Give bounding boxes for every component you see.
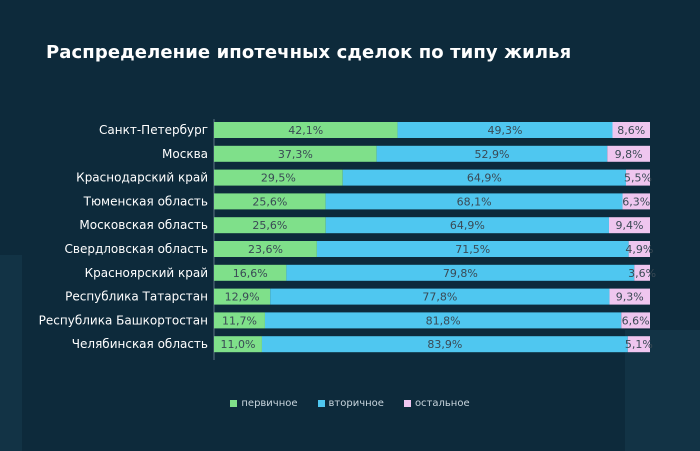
bar-segment-secondary <box>270 288 610 305</box>
bar-segment-secondary <box>325 193 623 210</box>
data-label: 12,9% <box>225 291 260 304</box>
category-label: Республика Башкортостан <box>39 313 208 327</box>
data-label: 83,9% <box>427 338 462 351</box>
data-label: 25,6% <box>252 219 287 232</box>
data-label: 9,8% <box>615 148 643 161</box>
category-label: Краснодарский край <box>76 171 208 185</box>
category-label: Республика Татарстан <box>65 290 208 304</box>
data-label: 64,9% <box>467 172 502 185</box>
bar-segment-other <box>626 169 650 186</box>
bar-segment-primary <box>214 241 317 257</box>
bar-segment-other <box>627 336 650 353</box>
data-label: 37,3% <box>278 148 313 161</box>
bar-segment-secondary <box>316 241 629 257</box>
data-label: 11,0% <box>221 338 256 351</box>
data-label: 81,8% <box>426 314 461 327</box>
bar-segment-secondary <box>261 336 628 353</box>
bar-segment-primary <box>214 145 377 162</box>
legend: первичное вторичное остальное <box>0 398 700 409</box>
data-label: 6,3% <box>622 195 650 208</box>
data-label: 68,1% <box>457 195 492 208</box>
legend-swatch-other <box>403 400 411 407</box>
legend-label-primary: первичное <box>241 398 298 409</box>
category-label: Свердловская область <box>65 242 209 256</box>
bar-segment-other <box>634 264 650 281</box>
category-label: Тюменская область <box>83 194 208 208</box>
legend-swatch-secondary <box>317 400 325 407</box>
bar-segment-other <box>621 312 650 329</box>
data-label: 29,5% <box>261 172 296 185</box>
data-label: 4,9% <box>625 243 653 256</box>
bar-segment-other <box>628 241 650 257</box>
legend-item-primary: первичное <box>230 398 298 409</box>
data-label: 23,6% <box>248 243 283 256</box>
chart-title: Распределение ипотечных сделок по типу ж… <box>46 42 572 63</box>
category-label: Челябинская область <box>72 337 208 351</box>
category-label: Московская область <box>79 218 208 232</box>
data-label: 9,3% <box>616 291 644 304</box>
data-label: 6,6% <box>622 314 650 327</box>
data-label: 25,6% <box>252 195 287 208</box>
bar-segment-other <box>607 145 650 162</box>
bar-segment-secondary <box>286 264 635 281</box>
bar-segment-secondary <box>342 169 626 186</box>
bar-segment-primary <box>214 336 262 353</box>
data-label: 3,6% <box>628 267 656 280</box>
legend-item-secondary: вторичное <box>317 398 384 409</box>
data-label: 42,1% <box>288 124 323 137</box>
bar-segment-primary <box>214 193 326 210</box>
data-label: 16,6% <box>233 267 268 280</box>
data-label: 5,5% <box>624 172 652 185</box>
bar-segment-primary <box>214 169 343 186</box>
data-label: 5,1% <box>625 338 653 351</box>
bar-segment-other <box>622 193 650 210</box>
data-label: 49,3% <box>488 124 523 137</box>
data-label: 64,9% <box>450 219 485 232</box>
bar-segment-other <box>609 288 650 305</box>
bar-segment-primary <box>214 264 287 281</box>
legend-label-secondary: вторичное <box>328 398 384 409</box>
data-label: 52,9% <box>474 148 509 161</box>
bar-segment-secondary <box>264 312 622 329</box>
legend-label-other: остальное <box>414 398 470 409</box>
bar-segment-primary <box>214 288 271 305</box>
bar-segment-primary <box>214 312 265 329</box>
bar-segment-other <box>608 217 650 234</box>
category-label: Красноярский край <box>85 266 208 280</box>
data-label: 11,7% <box>222 314 257 327</box>
bar-segment-primary <box>214 122 398 138</box>
data-label: 8,6% <box>617 124 645 137</box>
data-label: 9,4% <box>616 219 644 232</box>
bar-segment-other <box>612 122 650 138</box>
category-label: Санкт-Петербург <box>99 123 208 137</box>
bar-segment-secondary <box>397 122 613 138</box>
data-label: 79,8% <box>443 267 478 280</box>
data-label: 77,8% <box>422 291 457 304</box>
legend-item-other: остальное <box>403 398 470 409</box>
legend-swatch-primary <box>230 400 238 407</box>
bar-segment-primary <box>214 217 326 234</box>
bar-segment-secondary <box>376 145 608 162</box>
background-decoration <box>0 255 22 451</box>
bar-segment-secondary <box>325 217 609 234</box>
data-label: 71,5% <box>455 243 490 256</box>
category-label: Москва <box>162 147 208 161</box>
